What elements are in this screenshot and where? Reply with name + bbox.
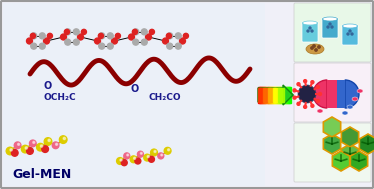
Circle shape [121,160,127,166]
Bar [270,87,272,103]
Circle shape [316,100,319,102]
Circle shape [319,92,322,95]
Circle shape [158,153,164,159]
Circle shape [31,33,37,39]
Circle shape [141,39,147,45]
Bar [282,87,285,103]
Circle shape [313,45,315,47]
Bar [263,88,265,102]
Circle shape [42,146,49,152]
Circle shape [59,136,67,143]
Ellipse shape [347,105,353,109]
Wedge shape [345,80,359,108]
Bar [268,87,270,103]
Bar [285,87,287,103]
Circle shape [311,30,313,32]
Circle shape [147,156,149,158]
Bar [266,87,267,103]
FancyBboxPatch shape [342,25,358,45]
Circle shape [293,96,296,99]
FancyArrow shape [258,85,293,105]
Circle shape [135,158,141,164]
Circle shape [98,33,104,38]
Circle shape [61,34,67,40]
Bar [280,88,282,102]
Circle shape [167,43,173,49]
Circle shape [18,143,19,145]
Bar [274,87,276,103]
Circle shape [311,47,313,49]
Circle shape [311,104,314,107]
Circle shape [39,43,45,49]
Circle shape [99,43,105,49]
Circle shape [166,33,171,38]
Ellipse shape [352,97,358,101]
Polygon shape [350,151,368,171]
Bar [272,88,274,102]
Circle shape [137,151,143,157]
Circle shape [180,38,186,44]
Bar [259,87,261,103]
Circle shape [140,152,142,154]
Circle shape [25,147,27,149]
Bar [269,88,271,102]
FancyBboxPatch shape [294,123,371,182]
Circle shape [311,81,314,84]
Circle shape [43,38,49,44]
Bar [273,88,275,102]
Circle shape [329,23,331,25]
Circle shape [47,33,52,38]
Circle shape [154,150,156,153]
Circle shape [124,153,130,159]
Bar [267,87,269,103]
Polygon shape [341,144,359,164]
Polygon shape [324,117,341,137]
Circle shape [133,39,139,45]
Circle shape [298,85,316,103]
Circle shape [120,159,122,161]
Circle shape [21,145,29,153]
Circle shape [33,141,35,143]
Circle shape [40,145,43,147]
Circle shape [14,142,21,149]
Circle shape [316,85,319,88]
Bar [280,87,282,103]
Bar [267,88,269,102]
Circle shape [141,29,147,35]
Polygon shape [341,127,359,147]
Circle shape [30,33,36,38]
Bar [287,87,289,103]
Circle shape [10,149,12,151]
FancyBboxPatch shape [294,3,371,62]
Circle shape [27,148,33,154]
Bar [275,87,277,103]
Circle shape [65,39,71,45]
Circle shape [145,34,151,40]
Bar [274,88,276,102]
Circle shape [164,147,171,154]
Bar [270,88,273,102]
Circle shape [52,142,59,149]
Bar [282,88,284,102]
Circle shape [167,33,173,39]
Circle shape [175,33,181,39]
Circle shape [73,39,79,45]
Circle shape [64,29,70,34]
Circle shape [73,29,79,35]
Bar [264,88,266,102]
Bar [327,80,345,108]
Circle shape [183,33,188,38]
Bar [278,87,280,103]
Circle shape [6,147,14,155]
Bar [263,87,266,103]
FancyBboxPatch shape [294,63,371,122]
Bar [268,88,270,102]
Circle shape [82,29,86,34]
Circle shape [30,140,36,147]
Bar [271,87,273,103]
Bar [264,87,266,103]
Bar [279,88,281,102]
FancyBboxPatch shape [302,22,318,42]
Circle shape [151,149,157,156]
